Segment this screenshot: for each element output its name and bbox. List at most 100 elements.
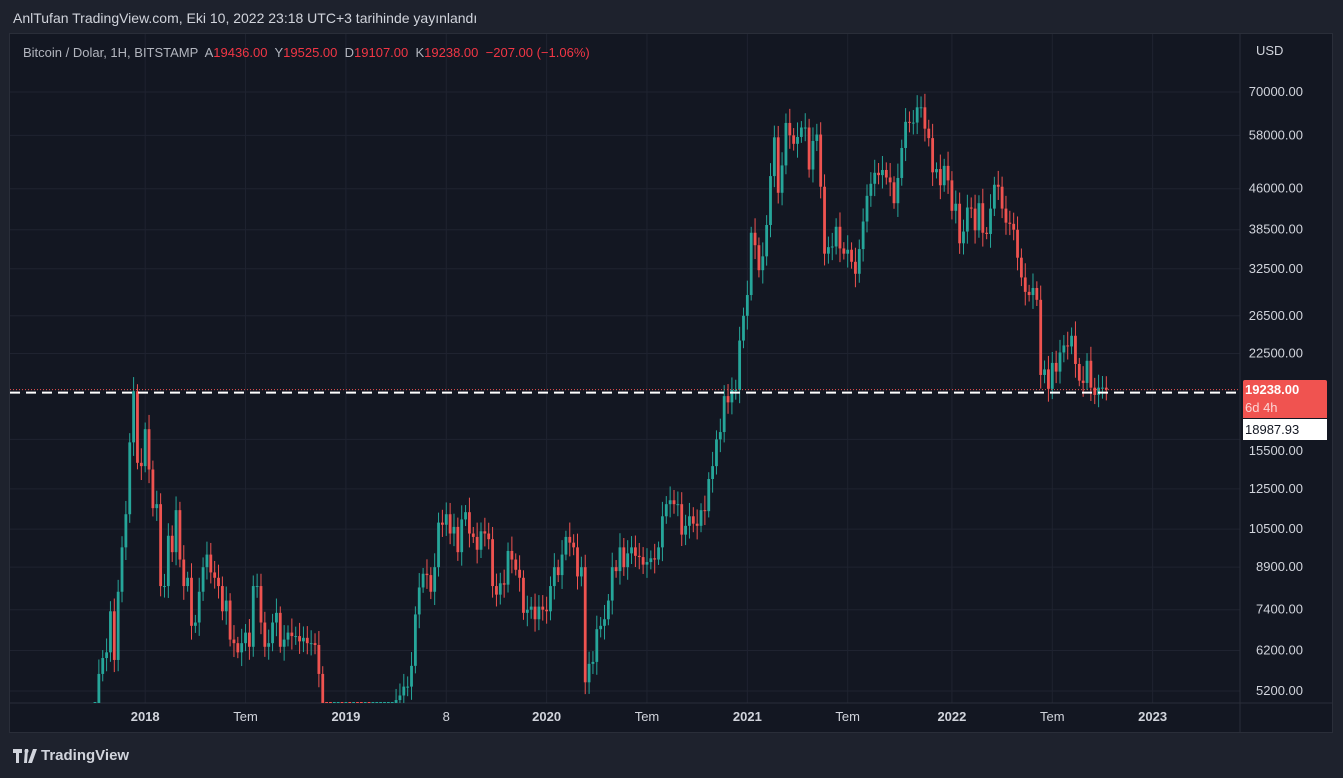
candle xyxy=(406,676,410,697)
candle-body xyxy=(591,661,595,664)
candle-body xyxy=(386,702,390,703)
candle xyxy=(394,688,398,703)
candle-body xyxy=(1023,277,1027,292)
candle xyxy=(753,218,757,260)
candle-body xyxy=(753,232,757,246)
candle-body xyxy=(576,547,579,577)
candle xyxy=(302,626,305,653)
candle-body xyxy=(201,567,205,592)
candle xyxy=(174,496,178,566)
candle-body xyxy=(830,246,834,248)
tradingview-logo-icon xyxy=(13,748,37,763)
candle-body xyxy=(742,315,745,341)
open-value: 19436.00 xyxy=(213,45,268,60)
candle-body xyxy=(668,500,672,505)
candle xyxy=(784,113,788,175)
candle-body xyxy=(109,611,112,653)
candle-body xyxy=(691,516,695,524)
candle xyxy=(398,683,402,703)
candle xyxy=(271,613,274,652)
candle xyxy=(579,556,583,587)
candle xyxy=(691,507,695,533)
candle-body xyxy=(448,514,452,534)
bar-countdown: 6d 4h xyxy=(1245,400,1278,415)
candle-body xyxy=(402,686,406,696)
candle xyxy=(1074,321,1077,378)
candle-body xyxy=(695,523,699,526)
candle xyxy=(232,625,236,658)
candle xyxy=(433,553,437,606)
candle-body xyxy=(738,340,742,391)
candle-body xyxy=(803,127,807,129)
candle xyxy=(1062,335,1066,363)
candle xyxy=(603,604,606,640)
candle xyxy=(634,535,637,567)
y-tick-label: 10500.00 xyxy=(1249,521,1303,536)
candle-body xyxy=(417,587,421,615)
candle xyxy=(904,108,907,162)
candle xyxy=(765,215,769,266)
candle-body xyxy=(309,643,313,645)
candle xyxy=(425,559,429,589)
candle-body xyxy=(715,439,718,467)
candle xyxy=(479,522,483,558)
candle-body xyxy=(468,512,471,534)
candle xyxy=(973,194,977,244)
candle xyxy=(213,560,217,589)
close-value: 19238.00 xyxy=(424,45,479,60)
candle-body xyxy=(583,567,587,683)
candle-body xyxy=(356,702,359,703)
candle xyxy=(325,702,328,703)
candle xyxy=(1027,284,1031,302)
candle xyxy=(410,652,413,700)
candle xyxy=(236,636,240,659)
candle-body xyxy=(498,583,502,595)
candle xyxy=(437,512,440,577)
candle-body xyxy=(352,702,356,703)
candle-body xyxy=(406,686,410,688)
candle xyxy=(498,572,502,605)
candle-body xyxy=(1054,362,1058,372)
candle-body xyxy=(684,525,687,535)
candle-body xyxy=(564,536,568,555)
candle xyxy=(363,702,367,703)
candle-body xyxy=(1008,222,1012,224)
y-tick-label: 8900.00 xyxy=(1256,559,1303,574)
candle xyxy=(352,702,356,703)
candle-body xyxy=(244,632,247,644)
candle xyxy=(193,614,197,633)
candle xyxy=(989,194,992,248)
candle xyxy=(572,534,576,556)
x-tick-label: 2023 xyxy=(1138,709,1167,724)
candle xyxy=(151,460,155,517)
candle-body xyxy=(761,256,765,271)
candle xyxy=(819,122,823,199)
tradingview-logo[interactable]: TradingView xyxy=(13,747,129,764)
candle-body xyxy=(908,121,911,123)
candle-body xyxy=(93,702,97,703)
candle xyxy=(850,242,853,269)
candle-body xyxy=(954,203,958,211)
x-tick-label: 8 xyxy=(443,709,450,724)
x-tick-label: Tem xyxy=(233,709,258,724)
candle-body xyxy=(359,702,363,703)
candle xyxy=(599,617,603,638)
open-label: A xyxy=(204,45,214,60)
candle-body xyxy=(823,186,826,254)
candle-body xyxy=(846,249,850,254)
candle-body xyxy=(224,600,228,612)
candle-body xyxy=(275,612,278,623)
candle xyxy=(745,280,749,330)
candle xyxy=(923,93,927,142)
x-tick-label: 2018 xyxy=(131,709,160,724)
candle-body xyxy=(680,504,684,535)
candle-body xyxy=(155,504,159,509)
candle xyxy=(892,176,896,209)
candle xyxy=(344,702,348,703)
candle xyxy=(792,128,796,151)
candle xyxy=(228,593,232,647)
candle xyxy=(464,505,467,527)
candle xyxy=(166,523,170,598)
candle-body xyxy=(495,586,498,595)
